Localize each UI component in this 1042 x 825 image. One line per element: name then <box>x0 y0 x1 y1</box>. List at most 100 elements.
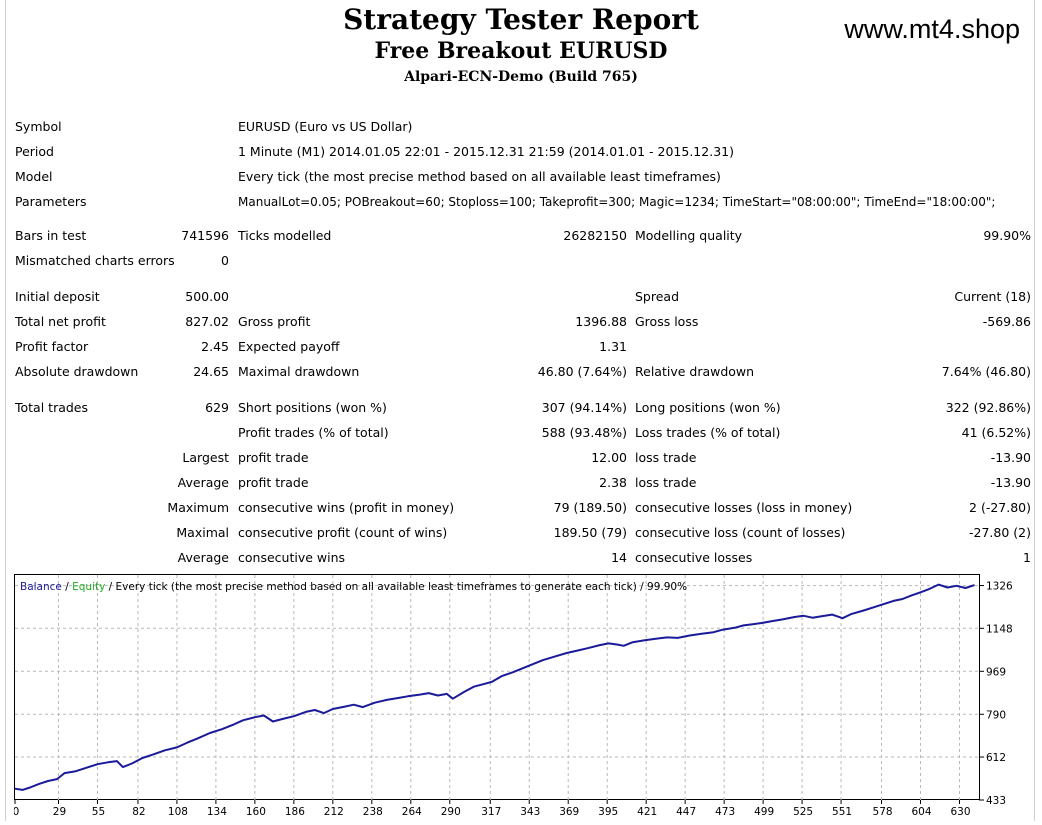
x-tick-label: 160 <box>246 806 266 818</box>
average-loss-value: -13.90 <box>990 475 1031 490</box>
x-axis-ticks: 0 29 55 82 108 134 160 186 212 238 264 290 317 343 369… <box>13 800 971 818</box>
spread-label: Spread <box>635 289 680 304</box>
average-cons-label: Average <box>177 550 229 565</box>
y-axis-ticks: 433 612 790 969 1148 1326 <box>979 581 1013 807</box>
x-tick-label: 264 <box>402 806 422 818</box>
mismatch-value: 0 <box>221 253 229 268</box>
ticks-value: 26282150 <box>563 228 627 243</box>
gross-profit-label: Gross profit <box>238 314 311 329</box>
x-tick-label: 630 <box>950 806 970 818</box>
quality-label: Modelling quality <box>635 228 743 243</box>
x-tick-label: 0 <box>14 806 19 818</box>
x-tick-label: 55 <box>92 806 105 818</box>
x-tick-label: 108 <box>168 806 188 818</box>
max-cons-losses-label: consecutive losses (loss in money) <box>635 500 853 515</box>
mismatch-label: Mismatched charts errors <box>15 253 175 268</box>
max-drawdown-label: Maximal drawdown <box>238 364 360 379</box>
parameters-value: ManualLot=0.05; POBreakout=60; Stoploss=… <box>238 195 996 209</box>
maximal-cons-loss-label: consecutive loss (count of losses) <box>635 525 846 540</box>
y-tick-label: 612 <box>986 752 1006 764</box>
y-tick-label: 969 <box>986 666 1006 678</box>
model-label: Model <box>15 169 53 184</box>
ticks-label: Ticks modelled <box>238 228 332 243</box>
largest-loss-value: -13.90 <box>990 450 1031 465</box>
x-tick-label: 186 <box>285 806 305 818</box>
x-tick-label: 551 <box>832 806 852 818</box>
largest-label: Largest <box>182 450 229 465</box>
balance-chart-svg: 0 29 55 82 108 134 160 186 212 238 264 290 317 343 369… <box>13 574 1013 818</box>
average-profit-label: profit trade <box>238 475 309 490</box>
y-tick-label: 433 <box>986 795 1006 807</box>
report-header: Strategy Tester Report Free Breakout EUR… <box>0 4 1042 86</box>
balance-line <box>14 583 975 791</box>
profit-factor-value: 2.45 <box>201 339 229 354</box>
avg-cons-wins-value: 14 <box>611 550 627 565</box>
gross-loss-value: -569.86 <box>982 314 1031 329</box>
legend-sep: / <box>62 581 72 593</box>
spread-value: Current (18) <box>954 289 1031 304</box>
largest-loss-label: loss trade <box>635 450 697 465</box>
maximal-label: Maximal <box>176 525 229 540</box>
initial-deposit-value: 500.00 <box>185 289 229 304</box>
model-value: Every tick (the most precise method base… <box>238 169 721 184</box>
legend-equity: Equity <box>72 581 105 593</box>
x-tick-label: 290 <box>441 806 461 818</box>
x-tick-label: 447 <box>676 806 696 818</box>
profit-factor-label: Profit factor <box>15 339 89 354</box>
symbol-label: Symbol <box>15 119 62 134</box>
x-tick-label: 525 <box>793 806 813 818</box>
short-positions-label: Short positions (won %) <box>238 400 387 415</box>
expected-payoff-value: 1.31 <box>599 339 627 354</box>
largest-profit-value: 12.00 <box>591 450 627 465</box>
x-tick-label: 369 <box>559 806 579 818</box>
x-tick-label: 343 <box>520 806 540 818</box>
loss-trades-value: 41 (6.52%) <box>961 425 1031 440</box>
chart-series <box>14 583 975 791</box>
maximal-cons-loss-value: -27.80 (2) <box>969 525 1031 540</box>
report-title: Strategy Tester Report <box>343 3 699 36</box>
x-tick-label: 499 <box>754 806 774 818</box>
expected-payoff-label: Expected payoff <box>238 339 340 354</box>
y-tick-label: 1148 <box>986 623 1013 635</box>
x-tick-label: 395 <box>598 806 618 818</box>
avg-cons-losses-value: 1 <box>1023 550 1031 565</box>
rel-drawdown-value: 7.64% (46.80) <box>941 364 1031 379</box>
gross-profit-value: 1396.88 <box>575 314 627 329</box>
initial-deposit-label: Initial deposit <box>15 289 100 304</box>
max-cons-wins-label: consecutive wins (profit in money) <box>238 500 455 515</box>
legend-rest: / Every tick (the most precise method ba… <box>105 581 687 593</box>
long-positions-label: Long positions (won %) <box>635 400 781 415</box>
watermark: www.mt4.shop <box>844 14 1020 44</box>
parameters-label: Parameters <box>15 194 87 209</box>
x-tick-label: 421 <box>637 806 657 818</box>
average-profit-value: 2.38 <box>599 475 627 490</box>
gross-loss-label: Gross loss <box>635 314 699 329</box>
y-tick-label: 1326 <box>986 581 1013 593</box>
x-tick-label: 134 <box>207 806 227 818</box>
abs-drawdown-value: 24.65 <box>193 364 229 379</box>
profit-trades-label: Profit trades (% of total) <box>238 425 389 440</box>
legend-balance: Balance <box>20 581 62 593</box>
max-cons-losses-value: 2 (-27.80) <box>969 500 1031 515</box>
x-tick-label: 238 <box>363 806 383 818</box>
report-subtitle: Free Breakout EURUSD <box>374 38 668 64</box>
average-label: Average <box>177 475 229 490</box>
chart-legend: Balance / Equity / Every tick (the most … <box>20 581 687 593</box>
x-tick-label: 29 <box>53 806 66 818</box>
total-trades-value: 629 <box>205 400 229 415</box>
net-profit-label: Total net profit <box>15 314 106 329</box>
average-loss-label: loss trade <box>635 475 697 490</box>
maximum-label: Maximum <box>167 500 229 515</box>
short-positions-value: 307 (94.14%) <box>541 400 627 415</box>
chart-frame <box>14 574 980 800</box>
bars-value: 741596 <box>181 228 229 243</box>
largest-profit-label: profit trade <box>238 450 309 465</box>
net-profit-value: 827.02 <box>185 314 229 329</box>
total-trades-label: Total trades <box>15 400 89 415</box>
x-tick-label: 317 <box>481 806 501 818</box>
max-cons-wins-value: 79 (189.50) <box>553 500 627 515</box>
max-drawdown-value: 46.80 (7.64%) <box>537 364 627 379</box>
maximal-cons-profit-value: 189.50 (79) <box>553 525 627 540</box>
maximal-cons-profit-label: consecutive profit (count of wins) <box>238 525 448 540</box>
symbol-value: EURUSD (Euro vs US Dollar) <box>238 119 413 134</box>
